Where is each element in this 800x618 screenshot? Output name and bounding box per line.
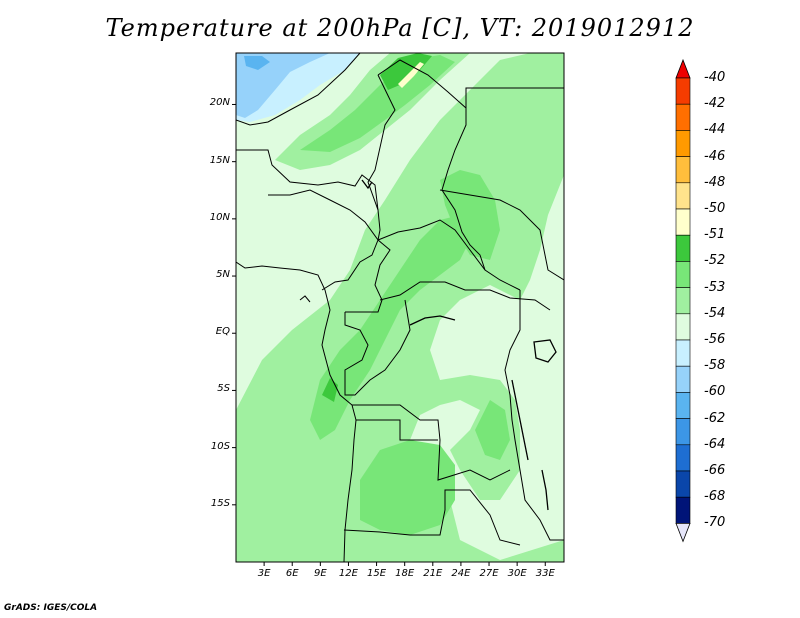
- colorbar-swatch: [675, 313, 691, 341]
- colorbar-swatch: [675, 470, 691, 498]
- coastline-gulf-of-guinea-islands: [299, 295, 311, 303]
- colorbar-label: -50: [704, 201, 726, 216]
- border-drc-south: [352, 404, 511, 481]
- colorbar-label: -53: [704, 279, 726, 295]
- lon-label: 15E: [367, 568, 387, 579]
- lon-label: 12E: [338, 568, 358, 579]
- field-band-51-52: [380, 53, 432, 90]
- lake-victoria: [533, 339, 557, 363]
- colorbar-swatch: [675, 156, 691, 184]
- colorbar-swatch: [675, 287, 691, 315]
- lake-malawi: [541, 469, 549, 511]
- field-band-58-60: [236, 53, 330, 118]
- lon-label: 24E: [451, 568, 471, 579]
- field-band-52-53-south: [360, 440, 455, 535]
- border-congo-gabon: [344, 299, 411, 396]
- colorbar-swatch: [675, 234, 691, 262]
- colorbar-cap-bottom: [675, 523, 691, 543]
- colorbar-swatch: [675, 77, 691, 105]
- colorbar-label: -51: [704, 227, 726, 243]
- colorbar-cap-top: [675, 58, 691, 79]
- border-libya-chad: [377, 59, 564, 110]
- border-sudan-south: [439, 189, 564, 281]
- chart-title: Temperature at 200hPa [C], VT: 201901291…: [105, 14, 695, 42]
- border-niger-chad: [367, 74, 396, 241]
- temperature-field: [236, 53, 564, 562]
- colorbar-swatch: [675, 418, 691, 446]
- border-cameroon: [345, 239, 391, 313]
- colorbar-swatch: [675, 339, 691, 367]
- colorbar-label: -60: [704, 384, 726, 400]
- lat-label: 5N: [216, 269, 230, 281]
- colorbar-label: -54: [704, 305, 726, 321]
- field-band-52-53-north: [300, 55, 455, 152]
- lon-label: 18E: [395, 568, 415, 579]
- colorbar-label: -68: [704, 489, 726, 505]
- colorbar-swatch: [675, 103, 691, 131]
- lon-label: 6E: [285, 568, 299, 579]
- border-mali-niger: [236, 149, 379, 211]
- colorbar-swatch: [675, 444, 691, 472]
- colorbar-swatch: [675, 182, 691, 210]
- colorbar-label: -52: [704, 253, 726, 269]
- colorbar-swatch: [675, 261, 691, 288]
- river-congo: [409, 315, 456, 326]
- colorbar-label: -62: [704, 410, 726, 426]
- colorbar-swatch: [675, 208, 691, 236]
- lat-ticks: [232, 103, 236, 506]
- lon-label: 21E: [423, 568, 443, 579]
- colorbar-swatch: [675, 130, 691, 157]
- lon-label: 3E: [257, 568, 271, 579]
- lat-label: 15S: [210, 497, 230, 509]
- lake-chad: [361, 179, 373, 190]
- lon-label: 30E: [507, 568, 527, 579]
- field-band-60-62: [244, 56, 270, 70]
- colorbar-swatch: [675, 392, 691, 419]
- field-band-52-53-southeast: [475, 400, 510, 460]
- border-sahara: [236, 53, 361, 126]
- lat-label: EQ: [215, 326, 230, 338]
- colorbar-swatch: [675, 496, 691, 524]
- lake-tanganyika: [511, 379, 529, 461]
- colorbar-label: -56: [704, 332, 726, 347]
- lat-label: 10N: [209, 211, 230, 223]
- colorbar-label: -40: [704, 70, 726, 85]
- border-chad-sudan: [441, 108, 486, 271]
- lat-label: 5S: [217, 383, 230, 395]
- border-angola-zambia: [356, 419, 438, 441]
- lon-ticks: [263, 562, 546, 566]
- colorbar-label: -46: [704, 148, 726, 164]
- map-boundaries: [236, 53, 564, 562]
- lat-label: 15N: [209, 154, 230, 166]
- lon-label: 33E: [535, 568, 555, 579]
- coastline-west-africa: [236, 261, 357, 562]
- lon-label: 27E: [479, 568, 499, 579]
- credit-text: GrADS: IGES/COLA: [4, 603, 98, 613]
- colorbar-label: -64: [704, 436, 726, 452]
- colorbar: [675, 58, 691, 543]
- colorbar-label: -44: [704, 122, 726, 138]
- colorbar-swatch: [675, 365, 691, 393]
- colorbar-label: -42: [704, 96, 726, 112]
- border-car: [377, 219, 521, 291]
- border-south: [343, 489, 521, 546]
- lon-label: 9E: [313, 568, 327, 579]
- lat-label: 20N: [209, 97, 230, 109]
- lat-label: 10S: [210, 440, 230, 452]
- field-band-50-51: [398, 62, 424, 88]
- colorbar-label: -70: [704, 515, 726, 531]
- field-band-52-53-central: [310, 215, 470, 440]
- colorbar-label: -66: [704, 463, 726, 478]
- border-nigeria: [268, 189, 379, 291]
- border-east-africa: [504, 290, 564, 541]
- lakes: [361, 179, 557, 511]
- colorbar-label: -48: [704, 174, 726, 190]
- border-congo-drc: [379, 281, 551, 311]
- colorbar-label: -58: [704, 358, 726, 374]
- map-frame: [235, 52, 565, 563]
